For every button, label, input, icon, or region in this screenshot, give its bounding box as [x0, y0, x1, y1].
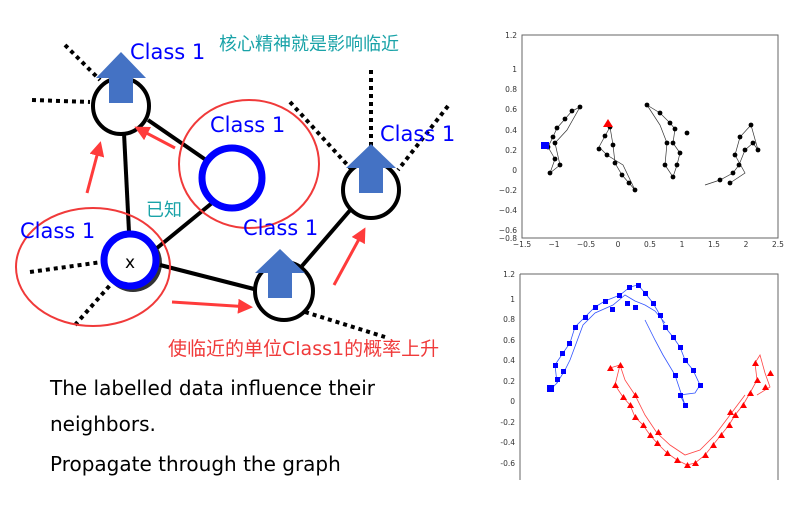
svg-text:0.5: 0.5	[644, 240, 656, 249]
svg-text:-0.6: -0.6	[500, 459, 515, 468]
up-arrow-icon	[255, 249, 305, 298]
known-note: 已知	[146, 200, 182, 221]
class-label-right: Class 1	[380, 122, 456, 146]
svg-text:1: 1	[680, 240, 685, 249]
svg-text:0.6: 0.6	[503, 336, 515, 345]
svg-text:−1: −1	[548, 240, 559, 249]
node-unknown-x	[100, 230, 160, 290]
body-line-2: neighbors.	[50, 412, 156, 436]
highlight-ring-labelled	[178, 99, 320, 229]
svg-text:2.5: 2.5	[772, 240, 784, 249]
graph-diagram: x	[15, 43, 450, 339]
svg-text:0: 0	[510, 397, 515, 406]
body-line-1: The labelled data influence their	[50, 376, 375, 400]
svg-text:0: 0	[616, 240, 621, 249]
svg-text:0.8: 0.8	[503, 315, 515, 324]
svg-text:1.2: 1.2	[505, 31, 517, 40]
svg-text:−0.5: −0.5	[577, 240, 595, 249]
svg-text:−0.2: −0.2	[499, 186, 517, 195]
core-idea-note: 核心精神就是影响临近	[219, 34, 399, 55]
class-label-labelled: Class 1	[210, 113, 286, 137]
svg-text:1: 1	[510, 295, 515, 304]
svg-text:−0.6: −0.6	[499, 226, 517, 235]
svg-text:−0.8: −0.8	[499, 234, 517, 243]
svg-text:0.8: 0.8	[505, 85, 517, 94]
up-arrow-icon	[346, 144, 396, 193]
svg-text:0.4: 0.4	[505, 126, 517, 135]
svg-text:1: 1	[512, 65, 517, 74]
labelled-triangle-marker	[603, 119, 613, 127]
svg-text:0.4: 0.4	[503, 356, 515, 365]
svg-text:0: 0	[512, 166, 517, 175]
class-label-top-left: Class 1	[130, 40, 206, 64]
svg-text:−1.5: −1.5	[513, 240, 531, 249]
plot-before-propagation: 1.2 1 0.8 0.6 0.4 0.2 0 −0.2 −0.4 −0.6 −…	[499, 31, 784, 249]
unknown-node-label: x	[125, 253, 135, 273]
up-arrow-icon	[96, 52, 146, 103]
svg-text:-0.4: -0.4	[500, 438, 515, 447]
graph-edges	[122, 118, 354, 291]
svg-text:0.2: 0.2	[503, 377, 515, 386]
svg-text:-0.2: -0.2	[500, 418, 515, 427]
labelled-square-marker	[541, 142, 549, 149]
red-arrow-icon	[134, 126, 176, 150]
probability-increase-note: 使临近的单位Class1的概率上升	[168, 338, 440, 360]
svg-text:2: 2	[744, 240, 749, 249]
svg-text:−0.4: −0.4	[499, 206, 517, 215]
body-line-3: Propagate through the graph	[50, 452, 341, 476]
highlight-ring-unknown	[15, 207, 171, 327]
propagation-arrows	[85, 126, 366, 314]
red-arrow-icon	[171, 298, 253, 314]
red-arrow-icon	[85, 141, 105, 194]
svg-text:1.2: 1.2	[503, 270, 515, 279]
svg-text:0.6: 0.6	[505, 105, 517, 114]
svg-text:1.5: 1.5	[708, 240, 720, 249]
class-label-unknown: Class 1	[20, 219, 96, 243]
class-label-bottom: Class 1	[243, 216, 319, 240]
svg-text:0.2: 0.2	[505, 146, 517, 155]
red-arrow-icon	[332, 227, 366, 286]
plot-after-propagation: 1.2 1 0.8 0.6 0.4 0.2 0 -0.2 -0.4 -0.6	[500, 270, 779, 480]
node-labelled	[198, 144, 266, 212]
